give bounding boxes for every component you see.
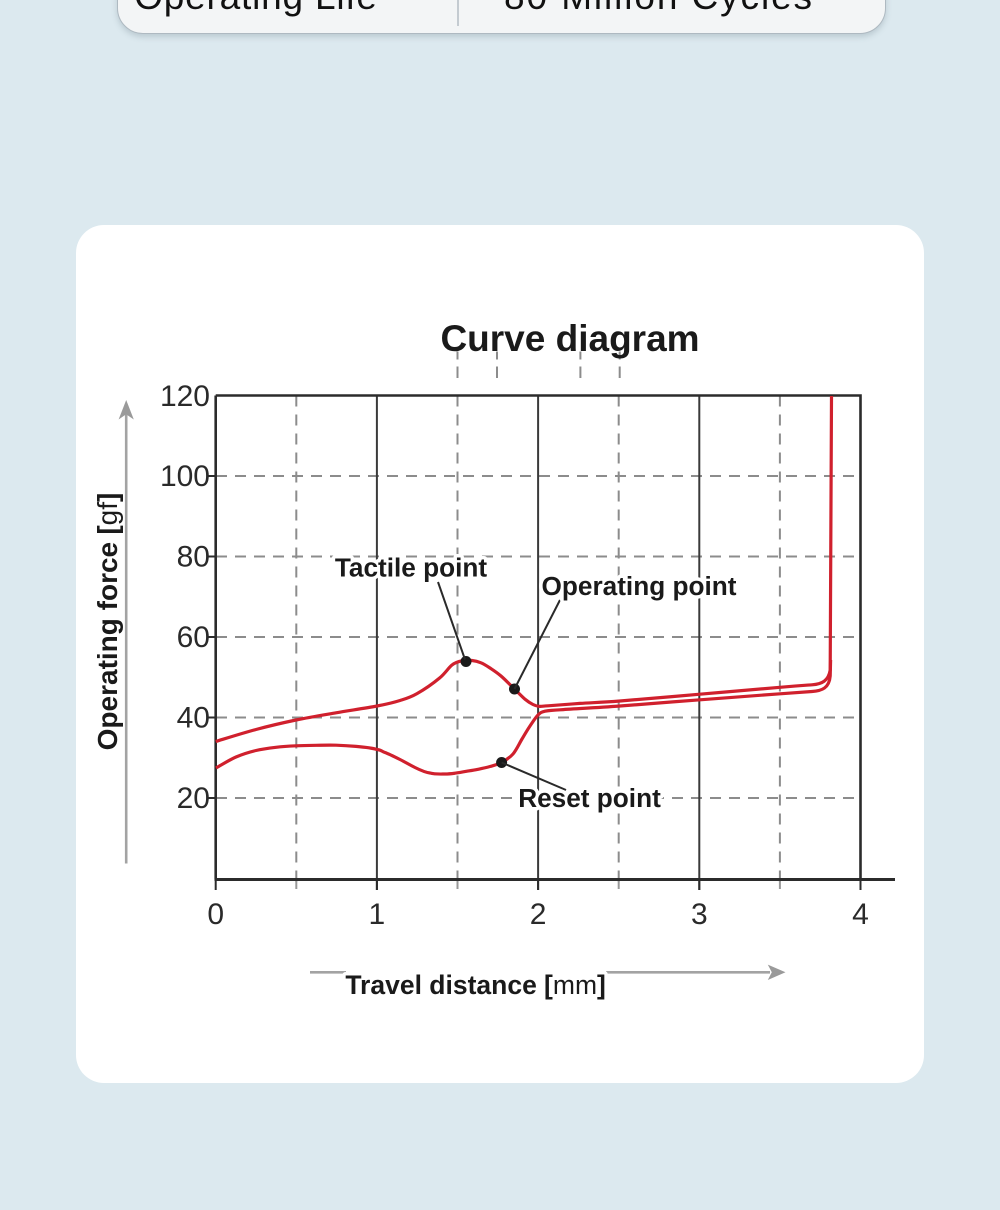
svg-text:Tactile point: Tactile point (335, 553, 488, 583)
svg-text:1: 1 (369, 898, 386, 931)
svg-text:80: 80 (177, 541, 210, 574)
svg-text:40: 40 (177, 702, 210, 735)
svg-text:Curve diagram: Curve diagram (440, 318, 699, 359)
svg-text:4: 4 (852, 898, 869, 931)
svg-text:Operating point: Operating point (542, 571, 737, 601)
svg-text:Operating force [gf]: Operating force [gf] (92, 493, 123, 751)
svg-text:Reset point: Reset point (518, 783, 661, 813)
svg-text:20: 20 (177, 782, 210, 815)
svg-text:3: 3 (691, 898, 708, 931)
svg-text:120: 120 (160, 380, 210, 413)
svg-text:Travel distance [mm]: Travel distance [mm] (345, 970, 606, 1000)
svg-text:60: 60 (177, 621, 210, 654)
svg-text:100: 100 (160, 460, 210, 493)
svg-text:2: 2 (530, 898, 547, 931)
svg-text:0: 0 (207, 898, 224, 931)
